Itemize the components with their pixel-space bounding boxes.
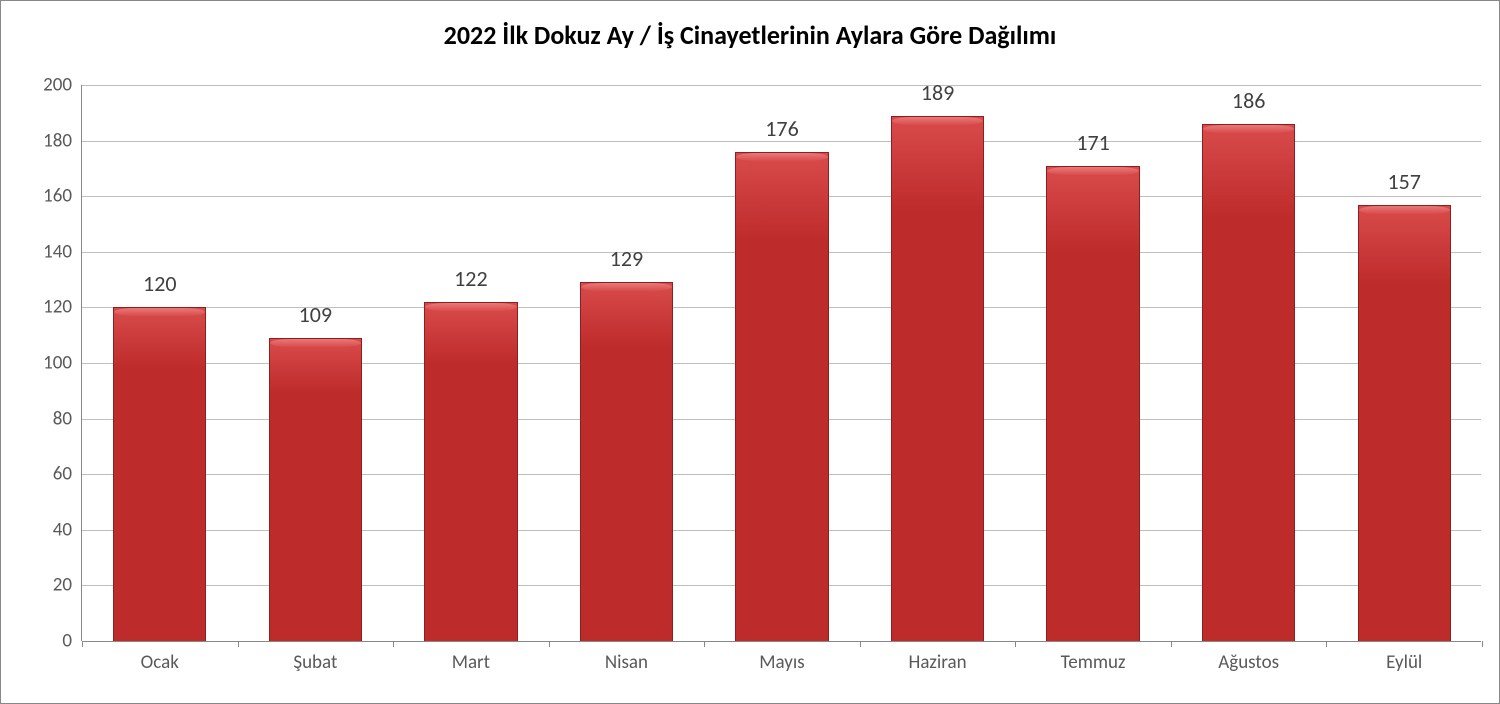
bar <box>735 152 828 641</box>
bar <box>891 116 984 641</box>
x-axis-tick-label: Eylül <box>1386 651 1422 674</box>
x-axis-tick-label: Haziran <box>908 651 966 674</box>
bar-top-highlight <box>892 117 983 125</box>
y-axis-tick-label: 100 <box>43 352 72 375</box>
chart-title: 2022 İlk Dokuz Ay / İş Cinayetlerinin Ay… <box>1 1 1499 59</box>
y-axis-tick-label: 60 <box>53 463 72 486</box>
x-axis-tick-mark <box>393 641 394 647</box>
bar <box>580 282 673 641</box>
bar <box>113 307 206 641</box>
x-axis-tick-mark <box>860 641 861 647</box>
x-axis-tick-label: Temmuz <box>1061 651 1126 674</box>
bar-top-highlight <box>1203 125 1294 133</box>
gridline <box>82 641 1481 642</box>
x-axis-tick-label: Ocak <box>141 651 179 674</box>
y-axis-tick-label: 160 <box>43 185 72 208</box>
x-axis-tick-mark <box>82 641 83 647</box>
bar-value-label: 157 <box>1387 168 1420 195</box>
bar-top-highlight <box>425 303 516 311</box>
bar-top-highlight <box>1359 206 1450 214</box>
x-axis-tick-label: Nisan <box>605 651 648 674</box>
bar <box>269 338 362 641</box>
x-axis-tick-mark <box>1326 641 1327 647</box>
y-axis-tick-label: 20 <box>53 574 72 597</box>
x-axis-tick-mark <box>1171 641 1172 647</box>
y-axis-tick-label: 0 <box>62 630 72 653</box>
bar-top-highlight <box>581 283 672 291</box>
bar-top-highlight <box>1047 167 1138 175</box>
x-axis-tick-label: Mayıs <box>759 651 804 674</box>
x-axis-tick-mark <box>704 641 705 647</box>
x-axis-tick-label: Ağustos <box>1218 651 1279 674</box>
bar <box>1202 124 1295 641</box>
bar-top-highlight <box>114 308 205 316</box>
y-axis-tick-label: 40 <box>53 518 72 541</box>
x-axis-tick-mark <box>549 641 550 647</box>
y-axis-tick-label: 180 <box>43 129 72 152</box>
bar-value-label: 189 <box>921 79 954 106</box>
x-axis-tick-label: Mart <box>452 651 490 674</box>
bar-value-label: 109 <box>299 301 332 328</box>
bar-value-label: 120 <box>143 270 176 297</box>
y-axis-tick-label: 120 <box>43 296 72 319</box>
y-axis-tick-label: 200 <box>43 74 72 97</box>
bar-value-label: 171 <box>1076 129 1109 156</box>
bar-value-label: 122 <box>454 265 487 292</box>
bar-top-highlight <box>270 339 361 347</box>
plot-area: 020406080100120140160180200120Ocak109Şub… <box>81 85 1481 641</box>
chart-container: 2022 İlk Dokuz Ay / İş Cinayetlerinin Ay… <box>0 0 1500 704</box>
bar <box>1046 166 1139 641</box>
bar <box>1358 205 1451 641</box>
plot-inner: 020406080100120140160180200120Ocak109Şub… <box>81 85 1481 641</box>
y-axis-tick-label: 80 <box>53 407 72 430</box>
bar <box>424 302 517 641</box>
x-axis-tick-mark <box>1015 641 1016 647</box>
bar-value-label: 186 <box>1232 87 1265 114</box>
x-axis-tick-label: Şubat <box>293 651 337 674</box>
x-axis-tick-mark <box>1482 641 1483 647</box>
bar-top-highlight <box>736 153 827 161</box>
gridline <box>82 85 1481 86</box>
x-axis-tick-mark <box>238 641 239 647</box>
y-axis-tick-label: 140 <box>43 240 72 263</box>
bar-value-label: 176 <box>765 115 798 142</box>
bar-value-label: 129 <box>610 245 643 272</box>
